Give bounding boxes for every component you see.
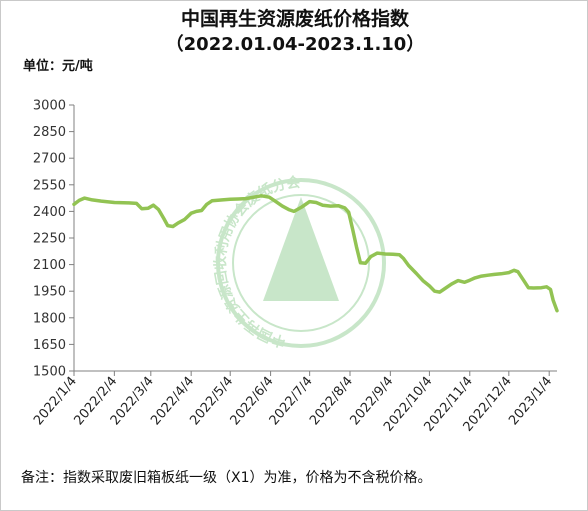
x-tick-label: 2023/1/4 — [506, 374, 555, 428]
unit-label: 单位：元/吨 — [23, 59, 93, 74]
y-axis-ticks: 1500 1650 1800 1950 2100 2250 2400 2550 2700 2850… — [33, 99, 74, 380]
chart-title: 中国再生资源废纸价格指数 — [180, 8, 409, 30]
y-tick-label: 1650 — [33, 338, 66, 353]
y-tick-label: 1500 — [33, 365, 66, 380]
footnote: 备注：指数采取废旧箱板纸一级（X1）为准，价格为不含税价格。 — [21, 470, 432, 486]
series-layer — [72, 194, 559, 313]
price-index-line — [72, 194, 559, 313]
chart-subtitle: （2022.01.04-2023.1.10） — [165, 34, 425, 55]
y-tick-label: 1950 — [33, 285, 66, 300]
y-tick-label: 1800 — [33, 311, 66, 326]
y-tick-label: 2400 — [33, 205, 66, 220]
y-tick-label: 2700 — [33, 152, 66, 167]
watermark-tree — [263, 197, 339, 301]
y-tick-label: 2100 — [33, 258, 66, 273]
x-axis-ticks: 2022/1/42022/2/42022/3/42022/4/42022/5/4… — [31, 371, 555, 435]
watermark-inner-ring — [232, 194, 370, 332]
watermark-outer-ring — [216, 178, 386, 348]
y-tick-label: 2850 — [33, 125, 66, 140]
y-tick-label: 2250 — [33, 232, 66, 247]
y-tick-label: 2550 — [33, 178, 66, 193]
y-tick-label: 3000 — [33, 99, 66, 114]
